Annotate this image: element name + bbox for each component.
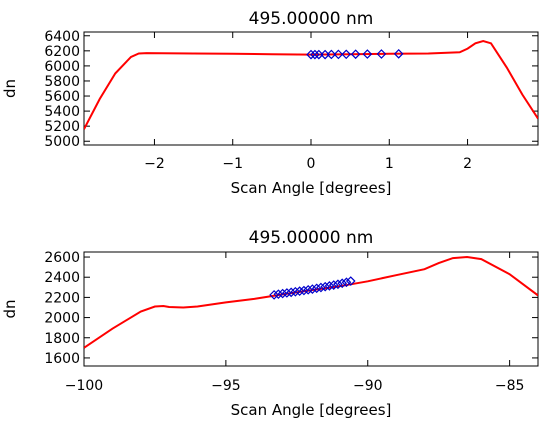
chart2-data-point (345, 276, 356, 286)
chart1-xtick-label: 2 (463, 156, 472, 172)
chart2-data-point (337, 278, 348, 289)
chart1-frame (83, 31, 539, 146)
chart2-ytick-label: 2200 (44, 290, 80, 306)
chart1-ytick-label: 5800 (44, 74, 80, 90)
chart2-frame (83, 251, 539, 367)
chart2-data-point (303, 284, 314, 295)
chart1-ytick-label: 6000 (44, 59, 80, 75)
chart2-ytick-label: 2000 (44, 311, 80, 327)
chart2-xtick-label: −85 (495, 378, 525, 394)
chart2-title: 495.00000 nm (249, 228, 374, 248)
chart2-xtick-label: −90 (353, 378, 383, 394)
chart1-data-point (393, 48, 404, 59)
chart1-xtick-label: 0 (307, 156, 316, 172)
chart1-data-point (341, 49, 352, 60)
chart2-data-point (341, 277, 352, 288)
chart1-xlabel: Scan Angle [degrees] (231, 179, 392, 197)
chart1-xtick-label: −2 (144, 156, 165, 172)
chart2: 495.00000 nm −100 −95 −90 −85 1600 1800 2000 220… (1, 228, 539, 419)
chart1-ytick-label: 5000 (44, 134, 80, 150)
chart1-data-point (310, 49, 320, 60)
chart1-title: 495.00000 nm (249, 9, 374, 29)
chart1-ylabel: dn (1, 79, 19, 98)
chart2-data-point (307, 284, 318, 294)
chart2-data-point (294, 286, 305, 296)
chart2-data-point (286, 287, 296, 298)
chart1-data-point (350, 49, 361, 60)
chart2-ytick-label: 2600 (44, 250, 80, 266)
chart2-data-point (277, 288, 288, 299)
chart2-xtick-label: −100 (65, 378, 103, 394)
chart1-ytick-label: 6400 (44, 29, 80, 45)
chart1-data-point (306, 49, 316, 60)
chart1-ytick-label: 5600 (44, 89, 80, 105)
chart2-ytick-label: 1600 (44, 351, 80, 367)
chart2-ylabel: dn (1, 299, 19, 318)
chart2-series-line (84, 255, 538, 349)
chart2-data-point (269, 290, 279, 300)
chart1-data-point (313, 49, 324, 60)
chart2-data-point (316, 282, 326, 293)
chart2-data-point (282, 288, 292, 298)
chart2-ytick-label: 1800 (44, 331, 80, 347)
chart2-data-point (328, 280, 339, 290)
chart2-xtick-label: −95 (211, 378, 241, 394)
chart2-data-point (299, 285, 309, 296)
chart1-data-point (326, 49, 337, 60)
chart1-data-point (376, 49, 387, 59)
chart2-ytick-label: 2400 (44, 270, 80, 286)
chart2-data-point (311, 283, 322, 294)
chart2-data-point (320, 281, 331, 292)
chart2-data-point (324, 281, 335, 291)
chart1-xtick-label: 1 (385, 156, 394, 172)
chart1-ytick-label: 5200 (44, 119, 80, 135)
chart2-data-point (333, 279, 343, 290)
chart1-xtick-label: −1 (222, 156, 243, 172)
chart1-data-point (333, 49, 344, 60)
chart1-data-point (362, 49, 373, 59)
chart1-ytick-label: 6200 (44, 44, 80, 60)
chart2-data-point (290, 286, 301, 297)
chart2-xlabel: Scan Angle [degrees] (231, 401, 392, 419)
chart2-data-point (273, 289, 284, 300)
chart1: 495.00000 nm−2 −1 0 1 2500052005400560058006… (1, 9, 539, 197)
chart1-ytick-label: 5400 (44, 104, 80, 120)
